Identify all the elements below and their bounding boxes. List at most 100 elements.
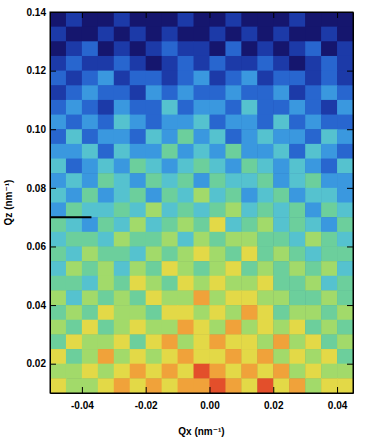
heatmap-cell [82,276,98,291]
heatmap-cell [66,56,82,71]
heatmap-cell [114,349,130,364]
heatmap-cell [130,85,146,100]
heatmap-cell [337,129,353,144]
heatmap-cell [273,27,289,42]
heatmap-cell [50,100,66,115]
heatmap-cell [321,276,337,291]
heatmap-cell [114,203,130,218]
heatmap-cell [50,290,66,305]
yticks-axis [347,13,354,394]
heatmap-cell [82,290,98,305]
heatmap-cell [130,41,146,56]
heatmap-cell [337,85,353,100]
heatmap-cell [194,232,210,247]
heatmap-cell [305,334,321,349]
heatmap-cell [273,261,289,276]
heatmap-cell [194,378,210,393]
heatmap-cell [146,41,162,56]
heatmap-cell [162,56,178,71]
heatmap-cell [162,378,178,393]
heatmap-cell [337,27,353,42]
heatmap-cell [50,115,66,130]
heatmap-cell [146,173,162,188]
tick-mark [347,129,353,130]
heatmap-cell [50,305,66,320]
heatmap-cell [289,144,305,159]
heatmap-cell [130,217,146,232]
heatmap-cell [66,144,82,159]
heatmap-cell [305,144,321,159]
heatmap-cell [241,41,257,56]
heatmap-cell [241,188,257,203]
heatmap-cell [130,129,146,144]
heatmap-cell [305,71,321,86]
heatmap-cell [162,276,178,291]
heatmap-cell [337,334,353,349]
heatmap-cell [337,364,353,379]
tick-mark [347,246,353,247]
heatmap-cell [178,320,194,335]
heatmap-cell [50,56,66,71]
heatmap-cell [305,276,321,291]
heatmap-cell [337,246,353,261]
heatmap-cell [305,129,321,144]
heatmap-cell [146,232,162,247]
reference-line [50,216,91,218]
heatmap-cell [225,261,241,276]
heatmap-cell [289,129,305,144]
heatmap-cell [82,85,98,100]
tick-mark [209,387,210,393]
heatmap-cell [321,71,337,86]
heatmap-cell [273,71,289,86]
tick: 0.02 [27,358,56,369]
heatmap-cell [82,27,98,42]
heatmap-cell [178,144,194,159]
heatmap-cell [162,173,178,188]
heatmap-cell [50,261,66,276]
heatmap-cell [178,276,194,291]
heatmap-cell [257,12,273,27]
x-axis-title: Qx (nm⁻¹) [178,426,224,437]
heatmap-cell [337,232,353,247]
heatmap-cell [162,290,178,305]
heatmap-cell [146,100,162,115]
tick [347,12,353,13]
heatmap-cell [273,173,289,188]
heatmap-cell [114,378,130,393]
tick-mark [82,12,83,18]
heatmap-cell [257,144,273,159]
heatmap-cell [50,144,66,159]
heatmap-cell [337,276,353,291]
heatmap-cell [241,159,257,174]
heatmap-cell [194,217,210,232]
heatmap-cell [66,305,82,320]
heatmap-cell [66,261,82,276]
heatmap-cell [225,290,241,305]
heatmap-cell [337,320,353,335]
heatmap-cell [82,261,98,276]
heatmap-cell [194,100,210,115]
heatmap-cell [225,378,241,393]
chart: -0.04-0.020.000.020.040.020.040.060.080.… [0,0,367,443]
tick [347,188,353,189]
heatmap-cell [337,12,353,27]
heatmap-cell [114,232,130,247]
heatmap-cell [305,115,321,130]
heatmap-cell [50,173,66,188]
heatmap-cell [225,12,241,27]
heatmap-cell [98,71,114,86]
heatmap-cell [209,217,225,232]
heatmap-cell [50,334,66,349]
heatmap-cell [305,290,321,305]
heatmap-cell [114,144,130,159]
heatmap-cell [162,159,178,174]
heatmap-cell [337,349,353,364]
heatmap-cell [289,261,305,276]
heatmap-cell [289,100,305,115]
heatmap-cell [321,305,337,320]
heatmap-cell [337,56,353,71]
heatmap-cell [178,115,194,130]
heatmap-cell [194,305,210,320]
heatmap-cell [66,71,82,86]
heatmap-cell [66,232,82,247]
